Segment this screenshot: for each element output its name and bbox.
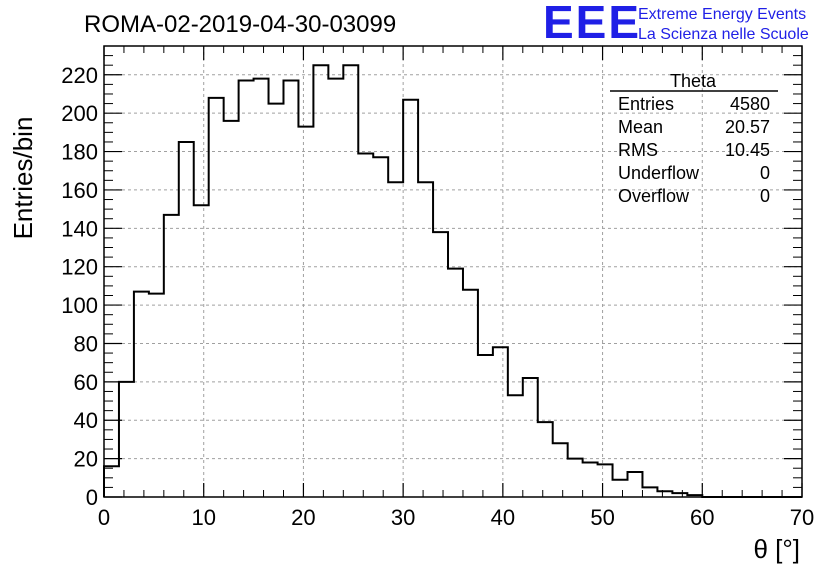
x-tick-label: 0: [98, 505, 110, 530]
eee-logo-letters: EEE: [543, 0, 642, 48]
stats-rows: Entries 4580 Mean 20.57 RMS 10.45 Underflow 0 Ov…: [618, 94, 770, 206]
stats-row-value: 0: [760, 163, 770, 183]
axis-ticks: [103, 45, 803, 498]
stats-row-value: 0: [760, 186, 770, 206]
x-tick-label: 70: [790, 505, 814, 530]
x-axis-label: θ [°]: [753, 534, 800, 564]
stats-row-label: Underflow: [618, 163, 700, 183]
tick-labels: 0 10 20 30 40 50 60 70 0 20 40 60 80 100 120 140 160 180 2…: [61, 63, 814, 530]
y-tick-label: 100: [61, 293, 98, 318]
x-tick-label: 20: [291, 505, 315, 530]
logo-tagline-1: Extreme Energy Events: [638, 6, 807, 23]
stats-title: Theta: [670, 71, 717, 91]
grid: [104, 46, 802, 497]
x-tick-label: 50: [590, 505, 614, 530]
chart-title: ROMA-02-2019-04-30-03099: [84, 11, 396, 38]
stats-row-value: 10.45: [725, 140, 770, 160]
eee-logo: EEE Extreme Energy Events La Scienza nel…: [543, 0, 833, 48]
logo-tagline-2: La Scienza nelle Scuole: [638, 26, 809, 43]
stats-row-value: 20.57: [725, 117, 770, 137]
y-tick-label: 20: [74, 447, 98, 472]
y-tick-label: 120: [61, 255, 98, 280]
stats-row-label: Entries: [618, 94, 674, 114]
y-tick-label: 60: [74, 370, 98, 395]
y-tick-label: 220: [61, 63, 98, 88]
x-tick-label: 10: [191, 505, 215, 530]
y-tick-label: 200: [61, 101, 98, 126]
y-tick-label: 140: [61, 216, 98, 241]
stats-row-label: Overflow: [618, 186, 690, 206]
plot-frame: [103, 45, 803, 498]
y-tick-label: 0: [86, 485, 98, 510]
y-axis-label: Entries/bin: [8, 117, 38, 240]
x-tick-label: 30: [391, 505, 415, 530]
stats-row-label: Mean: [618, 117, 663, 137]
y-tick-label: 40: [74, 408, 98, 433]
stats-row-label: RMS: [618, 140, 658, 160]
stats-row-value: 4580: [730, 94, 770, 114]
y-tick-label: 180: [61, 140, 98, 165]
y-tick-label: 160: [61, 178, 98, 203]
stats-box: Theta Entries 4580 Mean 20.57 RMS 10.45 Underf…: [610, 71, 778, 206]
x-tick-label: 60: [690, 505, 714, 530]
histogram-outline: [103, 64, 802, 498]
x-tick-label: 40: [491, 505, 515, 530]
y-tick-label: 80: [74, 331, 98, 356]
